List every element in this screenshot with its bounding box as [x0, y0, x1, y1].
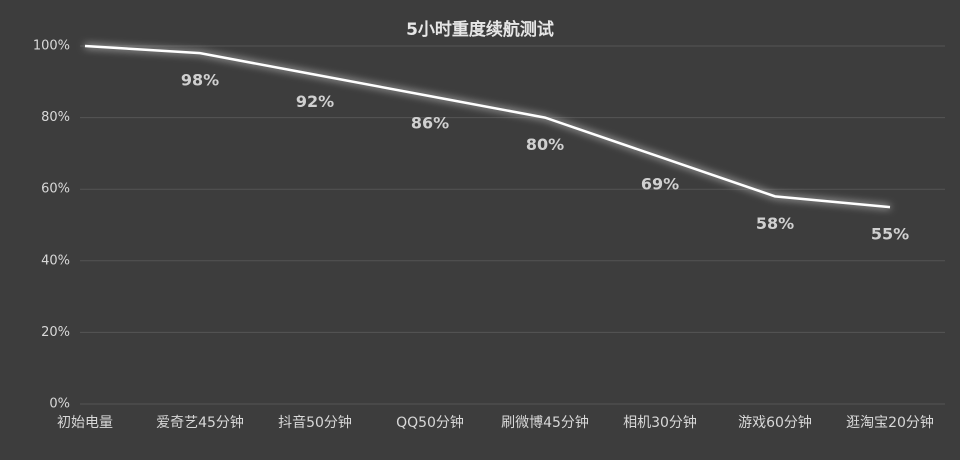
data-label: 55%: [871, 225, 909, 244]
x-tick-label: 初始电量: [57, 414, 113, 431]
y-tick-label: 40%: [41, 253, 70, 268]
data-label: 92%: [296, 92, 334, 111]
data-label: 86%: [411, 114, 449, 133]
data-label: 58%: [756, 214, 794, 233]
x-tick-label: 抖音50分钟: [278, 414, 352, 431]
y-tick-label: 80%: [41, 110, 70, 125]
y-tick-label: 20%: [41, 325, 70, 340]
y-tick-label: 0%: [49, 397, 70, 412]
line: [84, 44, 891, 209]
chart-title: 5小时重度续航测试: [406, 19, 554, 40]
x-tick-label: 爱奇艺45分钟: [156, 414, 244, 431]
x-tick-label: 刷微博45分钟: [501, 414, 589, 431]
data-label: 80%: [526, 135, 564, 154]
x-tick-label: 相机30分钟: [623, 414, 697, 431]
x-tick-label: QQ50分钟: [396, 414, 464, 431]
data-label: 69%: [641, 174, 679, 193]
x-tick-label: 逛淘宝20分钟: [846, 414, 934, 431]
x-tick-label: 游戏60分钟: [738, 414, 812, 431]
data-label: 98%: [181, 71, 219, 90]
y-tick-label: 100%: [33, 39, 70, 54]
y-tick-label: 60%: [41, 182, 70, 197]
